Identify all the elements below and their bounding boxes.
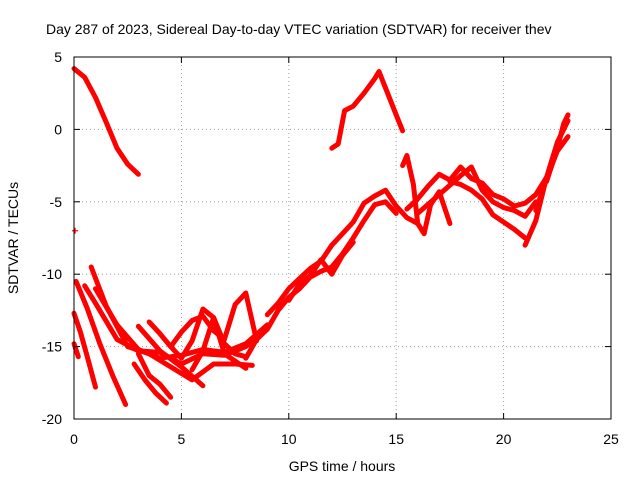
series-trace <box>71 341 81 360</box>
series-arc-loop-2 <box>168 290 260 350</box>
series-arc-loop-3 <box>189 315 249 373</box>
y-axis-label: SDTVAR / TECUs <box>5 182 21 294</box>
x-tick-label: 15 <box>388 431 404 447</box>
series-trace <box>135 351 174 400</box>
x-tick-label: 0 <box>70 431 78 447</box>
x-axis-ticks: 0 5 10 15 20 25 <box>70 57 619 447</box>
series-arc-mid-1 <box>131 361 169 406</box>
series-arc-steep-1 <box>71 310 98 390</box>
x-tick-label: 20 <box>496 431 512 447</box>
y-tick-label: 0 <box>54 121 62 137</box>
series-isolated-point <box>72 227 79 234</box>
series-trace <box>533 134 571 213</box>
series-arc-evening-rise-2 <box>533 134 571 213</box>
y-tick-label: -10 <box>42 266 62 282</box>
series-arc-steep-2 <box>71 341 81 360</box>
y-tick-label: -5 <box>50 194 63 210</box>
x-tick-label: 10 <box>281 431 297 447</box>
series-trace <box>135 323 206 389</box>
series-trace <box>329 69 406 151</box>
plot-area <box>71 66 571 407</box>
series-arc-rise-2 <box>264 187 421 318</box>
series-trace <box>73 278 129 407</box>
series-arc-rise-3 <box>286 239 356 303</box>
series-trace <box>71 66 141 177</box>
x-axis-label: GPS time / hours <box>289 458 396 474</box>
series-arc-early-descent <box>71 66 141 177</box>
x-tick-label: 5 <box>178 431 186 447</box>
y-axis-ticks: -20 -15 -10 -5 0 5 <box>42 49 611 427</box>
series-arc-mid-3 <box>135 323 206 389</box>
series-arc-midday-high <box>329 69 406 151</box>
series-trace <box>243 199 399 361</box>
y-tick-label: -20 <box>42 411 62 427</box>
series-trace <box>544 112 571 184</box>
series-trace <box>146 306 249 361</box>
series-trace <box>264 187 421 318</box>
series-arc-afternoon-3 <box>447 179 528 241</box>
series-arc-rise-1 <box>243 199 399 361</box>
x-tick-label: 25 <box>603 431 619 447</box>
series-arc-mid-2 <box>135 351 174 400</box>
series-trace <box>415 164 539 219</box>
y-tick-label: -15 <box>42 339 62 355</box>
series-arc-steep-3 <box>73 278 129 407</box>
series-trace <box>168 290 260 350</box>
series-trace <box>286 239 356 303</box>
series-trace <box>131 361 169 406</box>
y-tick-label: 5 <box>54 49 62 65</box>
chart-title: Day 287 of 2023, Sidereal Day-to-day VTE… <box>46 21 552 37</box>
series-trace <box>447 179 528 241</box>
series-arc-evening-rise-3 <box>544 112 571 184</box>
series-arc-loop-1 <box>146 306 249 361</box>
series-arc-afternoon-2 <box>415 164 539 219</box>
series-trace <box>189 315 249 373</box>
series-trace <box>71 310 98 390</box>
plot-frame <box>73 56 612 420</box>
